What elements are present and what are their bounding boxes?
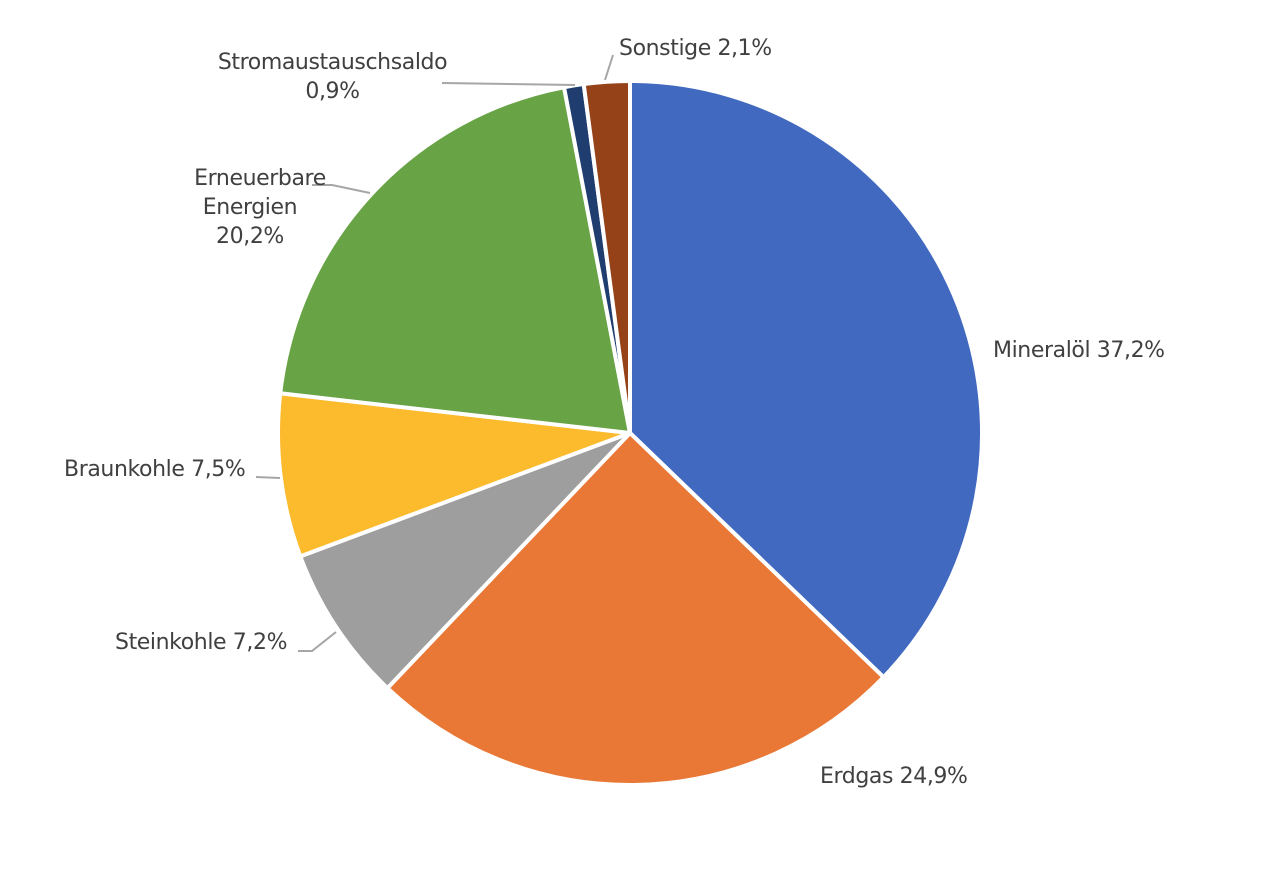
leader-line-sonstige [604, 54, 614, 81]
label-strom-line1: Stromaustauschsaldo [217, 50, 448, 75]
label-erneuerbare-line3: 20,2% [216, 224, 284, 249]
pie-slice-erdgas [385, 431, 886, 787]
label-erneuerbare-line1: Erneuerbare [194, 166, 326, 191]
label-erdgas: Erdgas 24,9% [820, 764, 968, 789]
label-erneuerbare: Erneuerbare Energien 20,2% [150, 164, 350, 251]
pie-slice-sonstige [581, 79, 632, 435]
pie-slice-erneuerbare-energien [278, 85, 632, 435]
label-mineraloel: Mineralöl 37,2% [993, 338, 1165, 363]
pie-slice-steinkohle [298, 431, 632, 691]
label-strom-line2: 0,9% [305, 79, 360, 104]
label-stromaustauschsaldo: Stromaustauschsaldo 0,9% [210, 48, 455, 106]
leader-line-strom [441, 82, 576, 86]
pie-slices [276, 79, 984, 787]
label-erneuerbare-line2: Energien [202, 195, 298, 220]
pie-slice-braunkohle [276, 391, 632, 559]
pie-slice-mineralöl [628, 79, 984, 680]
label-braunkohle: Braunkohle 7,5% [64, 457, 246, 482]
leader-line-braunkohle [255, 476, 281, 479]
label-steinkohle: Steinkohle 7,2% [115, 630, 288, 655]
leader-line-erneuerbare [312, 184, 371, 194]
leader-line-steinkohle [298, 631, 337, 652]
leader-lines [255, 54, 614, 652]
label-sonstige: Sonstige 2,1% [619, 36, 772, 61]
